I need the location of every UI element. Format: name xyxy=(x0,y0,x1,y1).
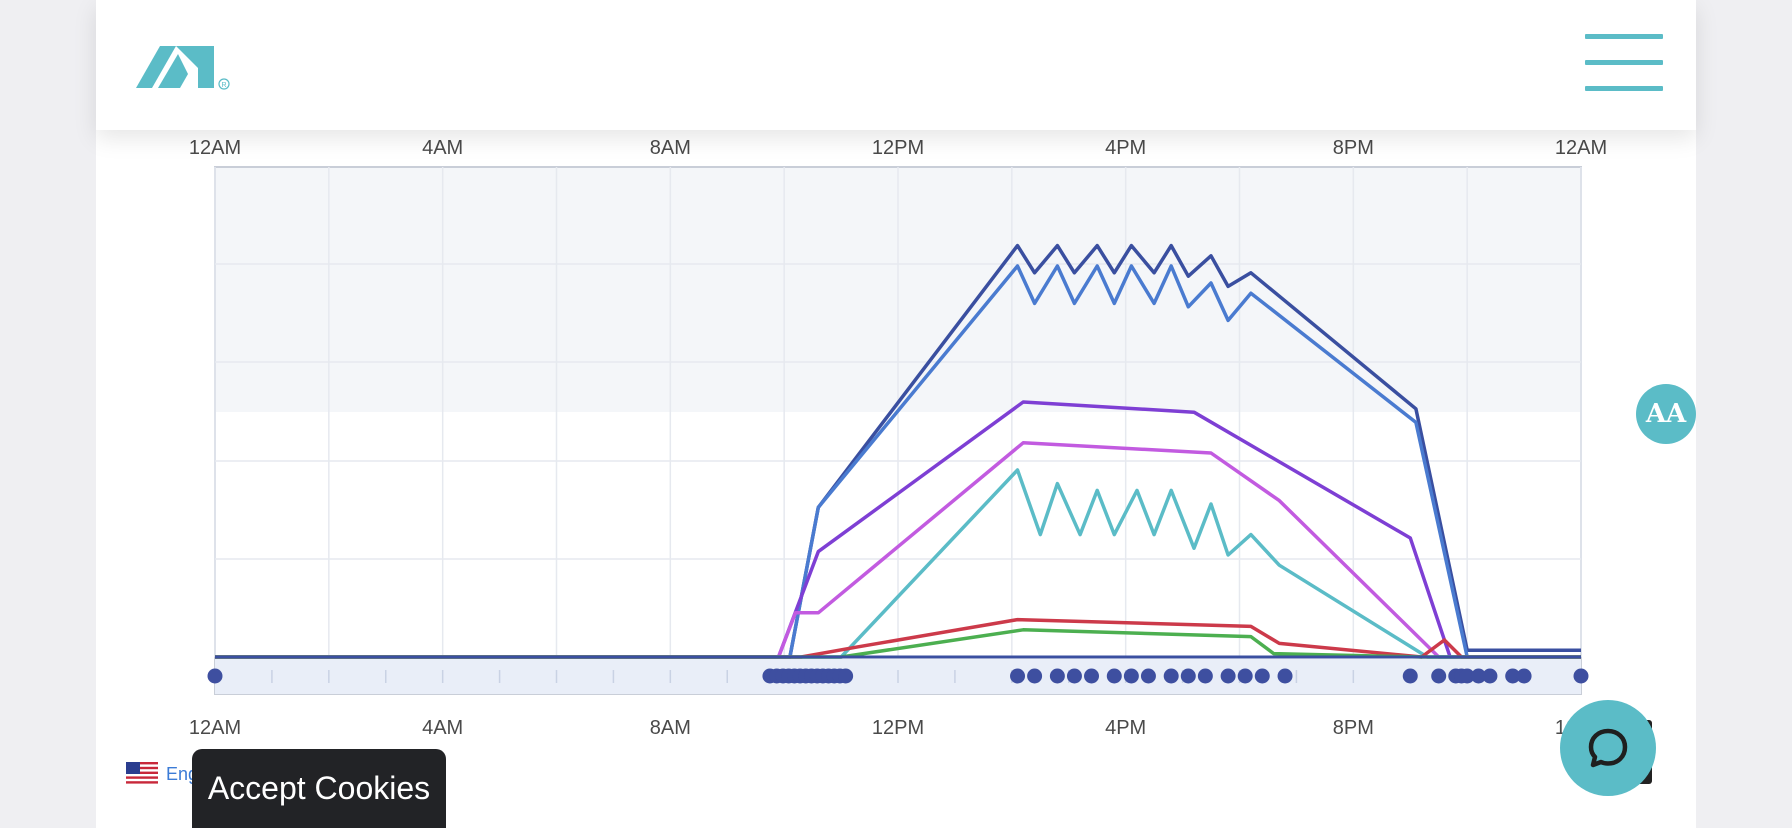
accept-cookies-button[interactable]: Accept Cookies xyxy=(192,749,446,828)
x-tick-label: 4AM xyxy=(422,137,463,159)
chart-series xyxy=(215,243,1581,659)
ai-logo-icon[interactable]: R xyxy=(136,38,232,94)
event-dot xyxy=(1573,668,1589,684)
event-dot xyxy=(1140,668,1156,684)
x-tick-label: 12PM xyxy=(872,137,924,159)
x-tick-label: 8AM xyxy=(650,137,691,159)
x-tick-label: 12AM xyxy=(1555,137,1607,159)
menu-bar xyxy=(1585,60,1663,65)
accessibility-button[interactable]: AA xyxy=(1636,384,1696,444)
event-dot xyxy=(207,668,223,684)
x-tick-label: 4PM xyxy=(1105,137,1146,159)
event-dot xyxy=(1459,668,1475,684)
series-line-1 xyxy=(215,243,1581,659)
event-dot xyxy=(1163,668,1179,684)
x-tick-label: 12PM xyxy=(872,717,924,739)
event-dot xyxy=(1277,668,1293,684)
x-tick-label: 4AM xyxy=(422,717,463,739)
accept-cookies-label: Accept Cookies xyxy=(207,770,431,806)
event-dot xyxy=(1010,668,1026,684)
svg-text:R: R xyxy=(222,82,227,89)
menu-bar xyxy=(1585,34,1663,39)
us-flag-icon xyxy=(126,762,158,786)
event-dot xyxy=(1220,668,1236,684)
event-dot xyxy=(838,668,854,684)
x-tick-label: 8PM xyxy=(1333,717,1374,739)
event-dot xyxy=(1180,668,1196,684)
event-dot xyxy=(1471,668,1487,684)
event-dot xyxy=(1106,668,1122,684)
accessibility-label: AA xyxy=(1645,399,1687,429)
series-line-4 xyxy=(215,441,1581,659)
hamburger-menu-icon[interactable] xyxy=(1585,34,1665,92)
event-dot xyxy=(1516,668,1532,684)
event-dot xyxy=(1505,668,1521,684)
chart-timeline xyxy=(207,659,1589,694)
event-dot xyxy=(1237,668,1253,684)
event-dot xyxy=(1084,668,1100,684)
x-tick-label: 12AM xyxy=(189,137,241,159)
site-header: R xyxy=(96,0,1696,130)
event-dot xyxy=(1197,668,1213,684)
x-tick-label: 8AM xyxy=(650,717,691,739)
event-dot xyxy=(1027,668,1043,684)
series-line-2 xyxy=(215,264,1581,659)
event-dot xyxy=(1254,668,1270,684)
energy-chart: 12AM 4AM 8AM 12PM 4PM 8PM 12AM 12AM 4AM 8AM 12PM 4… xyxy=(189,137,1607,739)
event-dot xyxy=(1123,668,1139,684)
event-dot xyxy=(1431,668,1447,684)
series-line-6 xyxy=(215,617,1581,659)
x-tick-label: 4PM xyxy=(1105,717,1146,739)
chat-button[interactable] xyxy=(1560,700,1656,796)
x-tick-label: 8PM xyxy=(1333,137,1374,159)
event-dot xyxy=(1049,668,1065,684)
event-dot xyxy=(1066,668,1082,684)
event-dot xyxy=(1402,668,1418,684)
x-tick-label: 12AM xyxy=(189,717,241,739)
series-line-5 xyxy=(215,468,1581,659)
chat-bubble-icon xyxy=(1588,728,1628,768)
menu-bar xyxy=(1585,86,1663,91)
x-axis-top-ticks: 12AM 4AM 8AM 12PM 4PM 8PM 12AM xyxy=(189,137,1607,159)
event-dot xyxy=(1482,668,1498,684)
